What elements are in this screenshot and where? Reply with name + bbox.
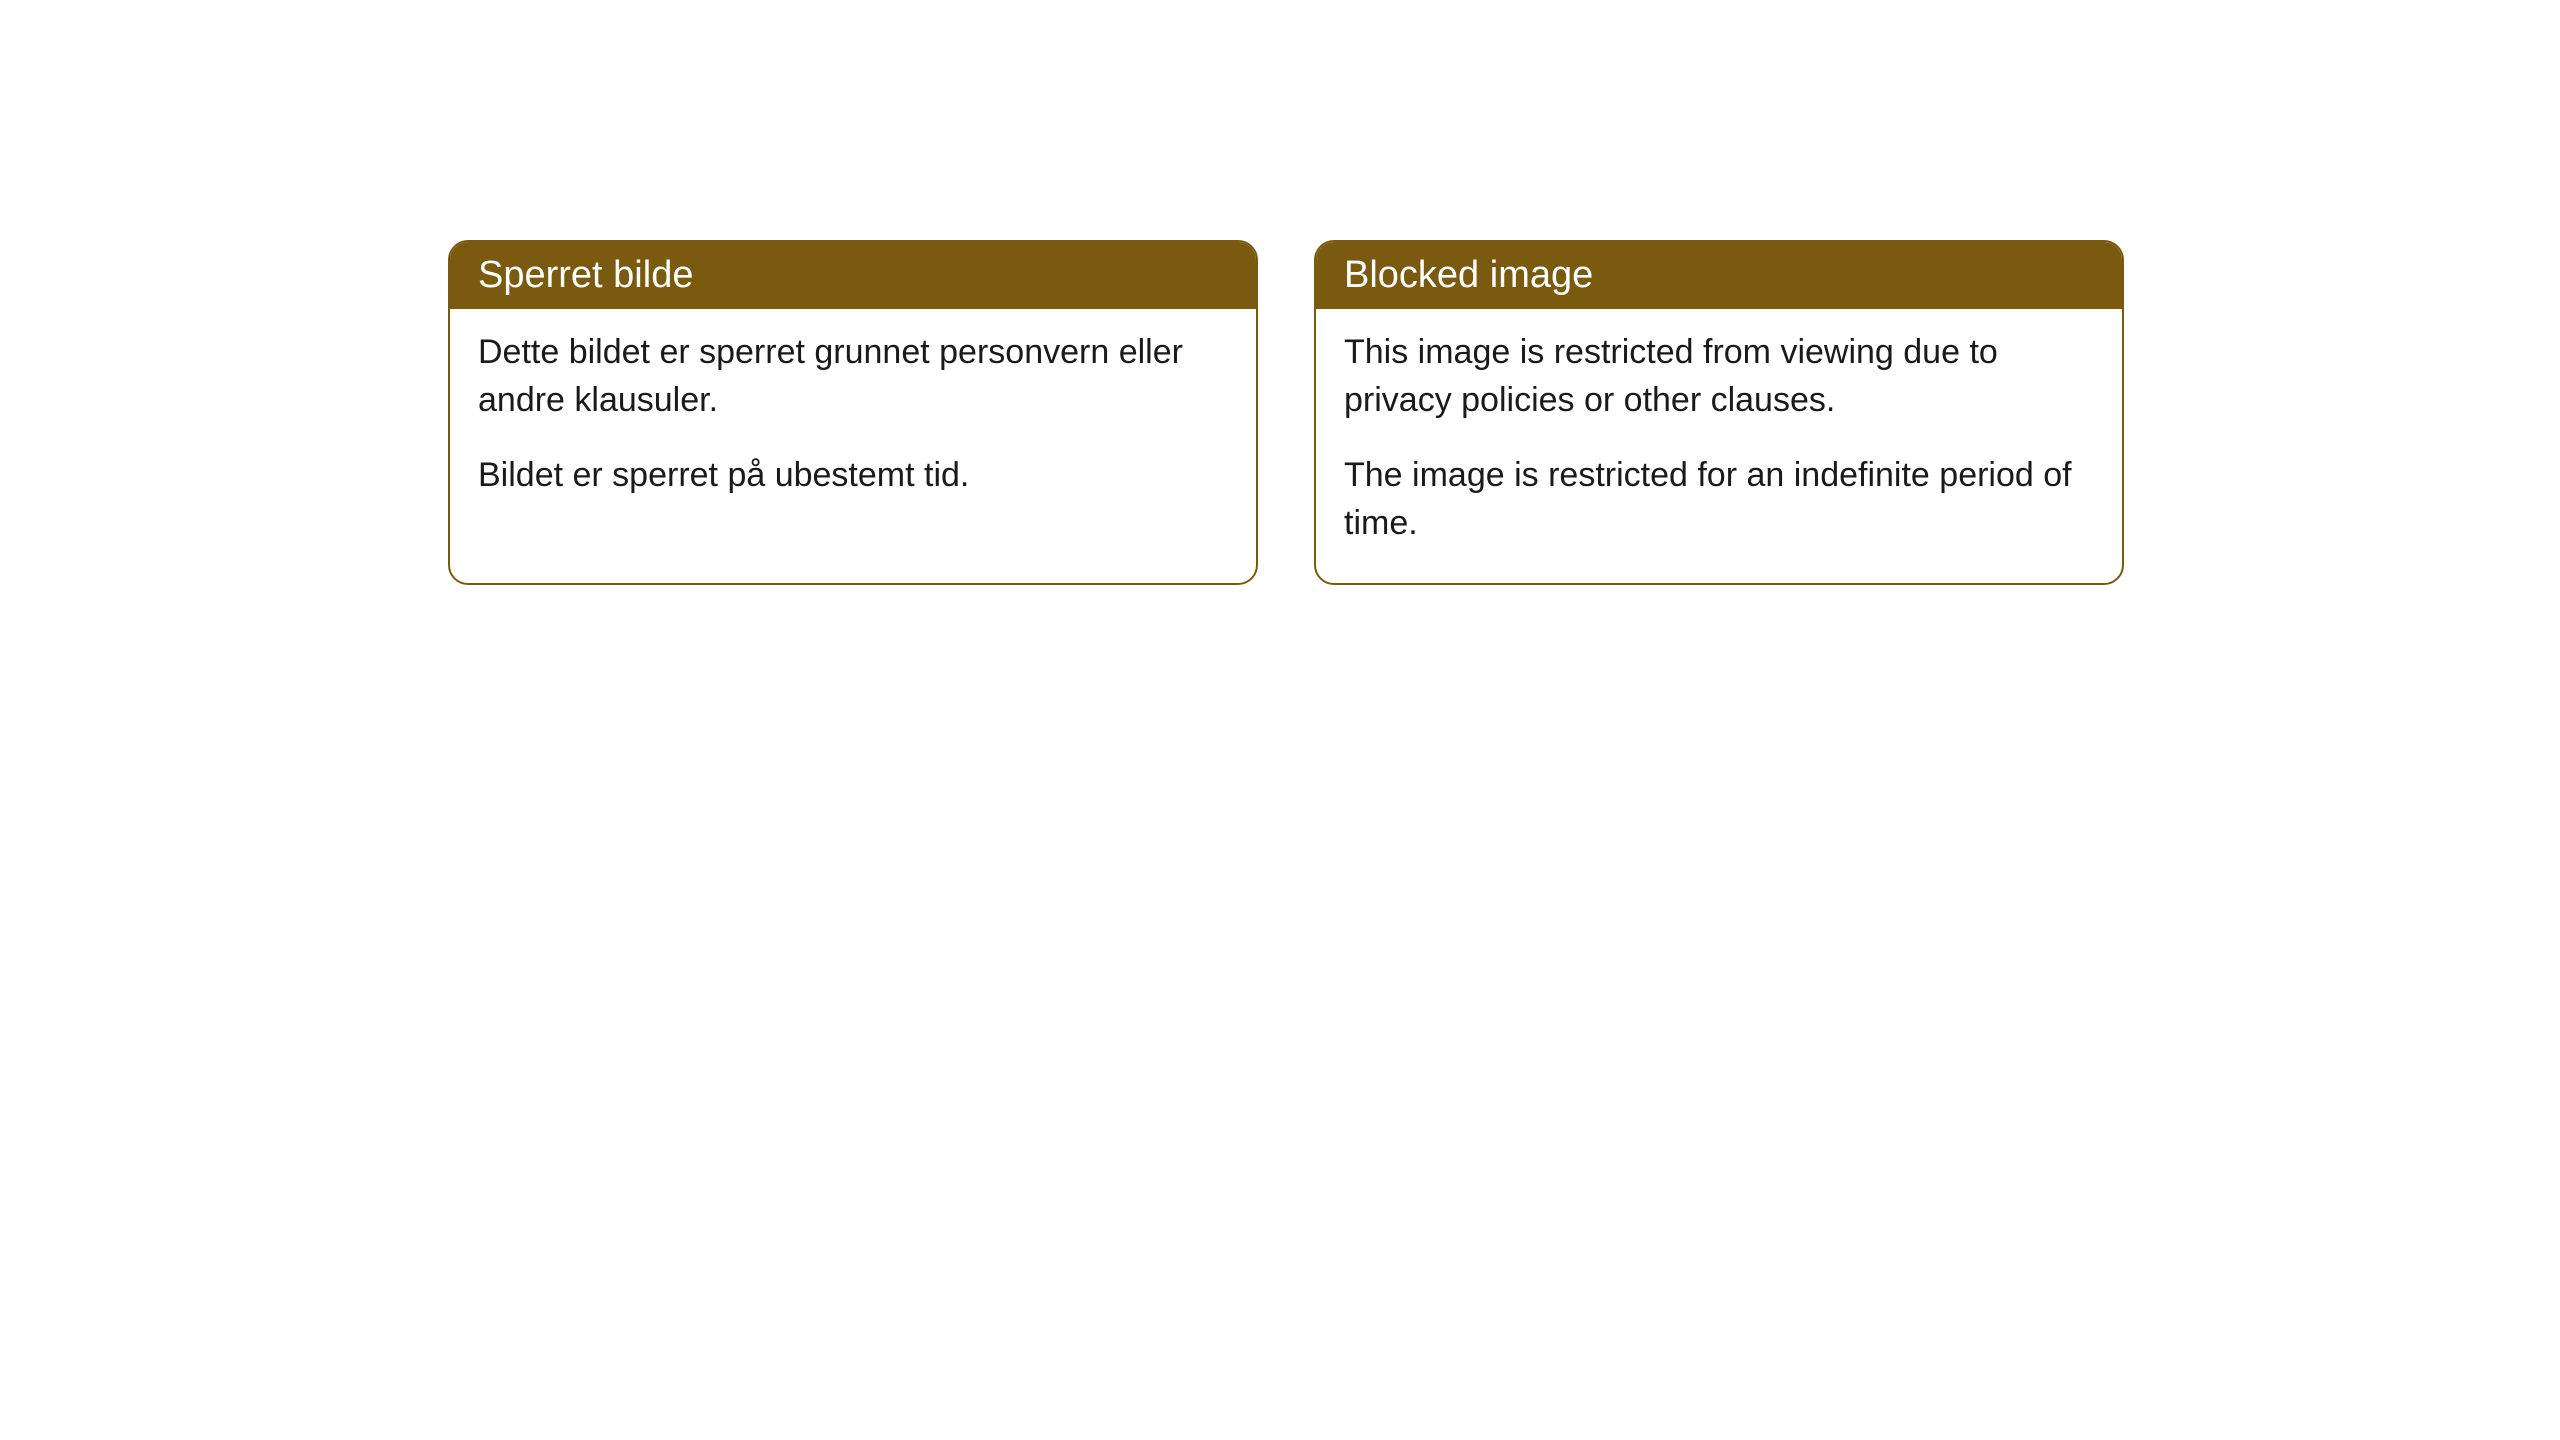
- notice-card-norwegian: Sperret bilde Dette bildet er sperret gr…: [448, 240, 1258, 585]
- body-paragraph-1: This image is restricted from viewing du…: [1344, 329, 2094, 424]
- body-paragraph-1: Dette bildet er sperret grunnet personve…: [478, 329, 1228, 424]
- body-paragraph-2: The image is restricted for an indefinit…: [1344, 452, 2094, 547]
- notice-cards-container: Sperret bilde Dette bildet er sperret gr…: [448, 240, 2124, 585]
- body-paragraph-2: Bildet er sperret på ubestemt tid.: [478, 452, 1228, 500]
- card-body: This image is restricted from viewing du…: [1316, 309, 2122, 583]
- card-header: Blocked image: [1316, 242, 2122, 309]
- notice-card-english: Blocked image This image is restricted f…: [1314, 240, 2124, 585]
- card-body: Dette bildet er sperret grunnet personve…: [450, 309, 1256, 536]
- card-header: Sperret bilde: [450, 242, 1256, 309]
